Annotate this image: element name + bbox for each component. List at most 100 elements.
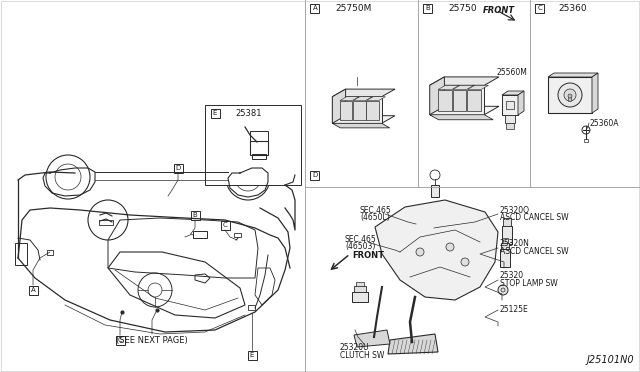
Text: 25750M: 25750M	[335, 3, 371, 13]
Text: (46503): (46503)	[345, 241, 376, 250]
Text: ASCD CANCEL SW: ASCD CANCEL SW	[500, 247, 568, 256]
Text: 25320N: 25320N	[500, 240, 530, 248]
Polygon shape	[438, 85, 459, 90]
Polygon shape	[429, 115, 493, 120]
Bar	[424, 3, 433, 13]
Text: ASCD CANCEL SW: ASCD CANCEL SW	[500, 212, 568, 221]
Bar	[193, 231, 207, 238]
Text: STOP LAMP SW: STOP LAMP SW	[500, 279, 557, 288]
Bar	[356, 282, 364, 286]
Bar	[354, 286, 366, 292]
Bar	[250, 131, 268, 141]
Bar	[505, 115, 515, 123]
Circle shape	[568, 94, 572, 98]
Text: B: B	[426, 5, 430, 11]
Bar	[431, 185, 439, 197]
Circle shape	[416, 248, 424, 256]
Polygon shape	[332, 123, 390, 128]
Polygon shape	[340, 97, 359, 100]
Polygon shape	[332, 89, 346, 123]
Text: (4650L): (4650L)	[360, 212, 390, 221]
Bar	[452, 90, 467, 110]
Bar	[205, 105, 301, 185]
Text: C: C	[118, 337, 122, 343]
Circle shape	[501, 288, 505, 292]
Bar	[221, 221, 230, 230]
Bar	[503, 218, 511, 226]
Bar	[584, 139, 588, 142]
Bar	[310, 170, 319, 180]
Bar	[47, 250, 53, 255]
Text: 25320U: 25320U	[340, 343, 370, 352]
Text: (SEE NEXT PAGE): (SEE NEXT PAGE)	[116, 336, 188, 344]
Text: SEC.465: SEC.465	[360, 205, 392, 215]
Circle shape	[498, 285, 508, 295]
Text: A: A	[31, 287, 35, 293]
Bar	[173, 164, 182, 173]
Text: B: B	[193, 212, 197, 218]
Bar	[248, 350, 257, 359]
Text: SEC.465: SEC.465	[345, 234, 377, 244]
Text: A: A	[312, 5, 317, 11]
Polygon shape	[429, 106, 499, 115]
Bar	[352, 292, 368, 302]
Bar	[15, 243, 27, 265]
Text: C: C	[538, 5, 542, 11]
Polygon shape	[367, 97, 385, 100]
Bar	[548, 77, 592, 113]
Polygon shape	[354, 330, 390, 347]
Bar	[506, 123, 514, 129]
Text: E: E	[213, 110, 217, 116]
Bar	[115, 336, 125, 344]
Text: 25360A: 25360A	[590, 119, 620, 128]
Bar	[501, 243, 509, 249]
Polygon shape	[518, 91, 524, 115]
Polygon shape	[429, 85, 484, 115]
Polygon shape	[548, 73, 598, 77]
Bar	[438, 90, 452, 110]
Text: 25320: 25320	[500, 272, 524, 280]
Text: 25560M: 25560M	[497, 67, 527, 77]
Text: 25320Q: 25320Q	[500, 205, 530, 215]
Polygon shape	[592, 73, 598, 113]
Text: D: D	[312, 172, 317, 178]
Polygon shape	[332, 89, 395, 97]
Polygon shape	[429, 77, 499, 85]
Text: FRONT: FRONT	[352, 251, 384, 260]
Text: D: D	[175, 165, 180, 171]
Text: 25381: 25381	[235, 109, 262, 118]
Polygon shape	[332, 116, 395, 123]
Text: 25360: 25360	[558, 3, 587, 13]
Bar	[467, 90, 481, 110]
Bar	[29, 285, 38, 295]
Circle shape	[564, 89, 576, 101]
Polygon shape	[332, 97, 381, 123]
Bar	[568, 95, 572, 101]
Bar	[340, 100, 352, 119]
Text: FRONT: FRONT	[483, 6, 515, 15]
Bar	[252, 154, 266, 159]
Polygon shape	[353, 97, 372, 100]
Text: CLUTCH SW: CLUTCH SW	[340, 350, 385, 359]
Text: 25750: 25750	[448, 3, 477, 13]
Bar	[234, 233, 241, 237]
Bar	[310, 3, 319, 13]
Polygon shape	[452, 85, 474, 90]
Bar	[500, 249, 510, 267]
Text: 25125E: 25125E	[500, 305, 529, 314]
Circle shape	[558, 83, 582, 107]
Bar	[211, 109, 220, 118]
Polygon shape	[502, 91, 524, 95]
Polygon shape	[375, 200, 498, 300]
Bar	[191, 211, 200, 219]
Text: J25101N0: J25101N0	[586, 355, 634, 365]
Polygon shape	[429, 77, 444, 115]
Text: C: C	[223, 222, 227, 228]
Circle shape	[446, 243, 454, 251]
Bar	[502, 95, 518, 115]
Bar	[367, 100, 379, 119]
Bar	[99, 220, 113, 225]
Polygon shape	[467, 85, 488, 90]
Bar	[506, 101, 514, 109]
Bar	[502, 238, 508, 243]
